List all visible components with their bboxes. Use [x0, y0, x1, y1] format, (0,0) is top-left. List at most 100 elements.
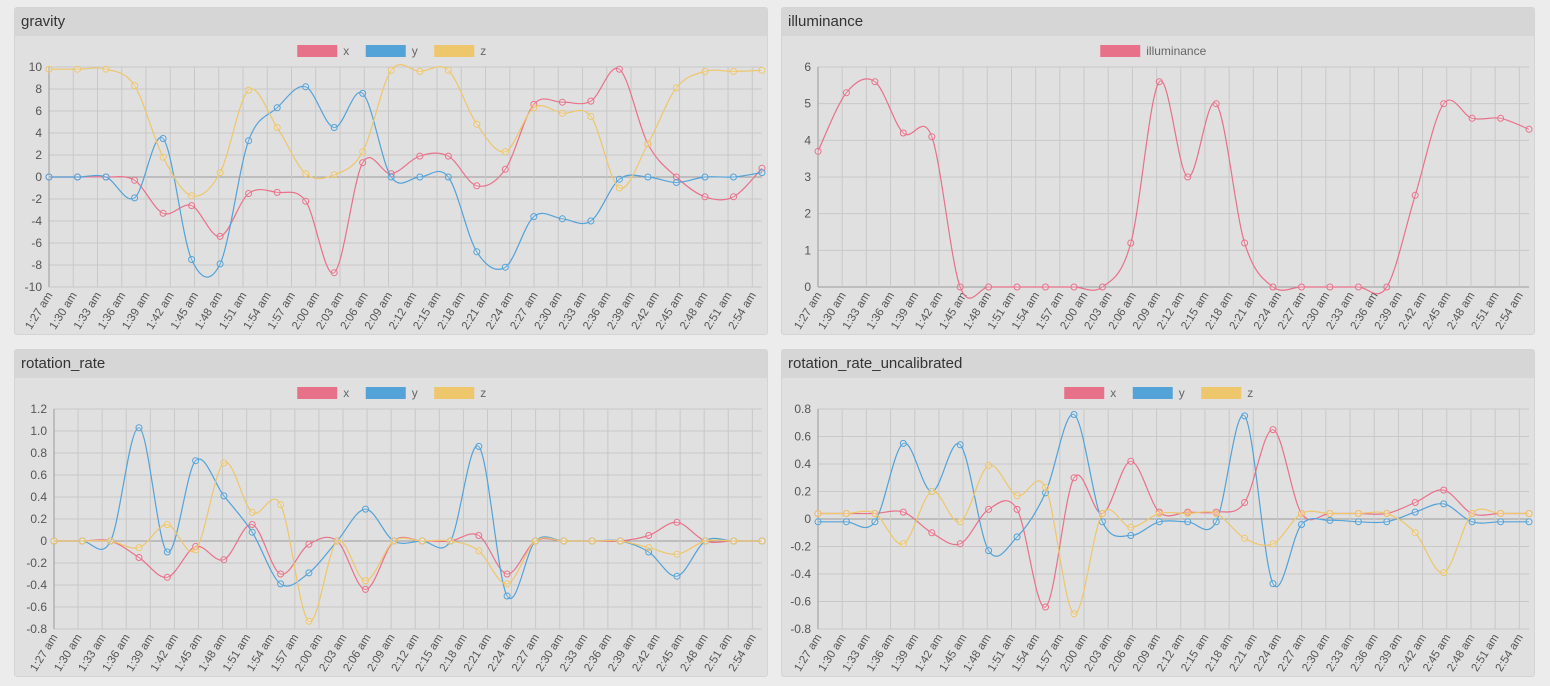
data-point[interactable]	[444, 173, 452, 181]
data-point[interactable]	[475, 442, 483, 450]
data-point[interactable]	[387, 66, 395, 74]
data-point[interactable]	[985, 461, 993, 469]
data-point[interactable]	[1468, 114, 1476, 122]
data-point[interactable]	[871, 510, 879, 517]
data-point[interactable]	[1042, 483, 1049, 491]
data-point[interactable]	[163, 573, 171, 581]
data-point[interactable]	[814, 518, 822, 526]
data-point[interactable]	[102, 65, 110, 73]
legend-item-y[interactable]: y	[365, 44, 418, 58]
data-point[interactable]	[362, 505, 369, 513]
legend-item-x[interactable]: x	[1064, 386, 1116, 400]
data-point[interactable]	[216, 260, 224, 268]
data-point[interactable]	[50, 537, 58, 545]
data-point[interactable]	[956, 540, 964, 548]
data-point[interactable]	[758, 66, 766, 74]
data-point[interactable]	[1241, 412, 1249, 420]
data-point[interactable]	[330, 124, 338, 131]
data-point[interactable]	[74, 65, 81, 73]
data-point[interactable]	[390, 537, 398, 545]
data-point[interactable]	[359, 159, 367, 167]
data-point[interactable]	[587, 217, 595, 225]
data-point[interactable]	[131, 176, 139, 184]
data-point[interactable]	[842, 518, 850, 526]
data-point[interactable]	[188, 192, 196, 200]
data-point[interactable]	[245, 137, 253, 145]
data-point[interactable]	[814, 510, 822, 517]
data-point[interactable]	[305, 540, 313, 548]
data-point[interactable]	[159, 153, 167, 161]
data-point[interactable]	[1241, 534, 1249, 542]
data-point[interactable]	[701, 193, 709, 201]
data-point[interactable]	[531, 537, 539, 545]
data-point[interactable]	[1212, 100, 1220, 108]
data-point[interactable]	[814, 147, 822, 155]
data-point[interactable]	[387, 173, 395, 181]
data-point[interactable]	[985, 283, 993, 291]
data-point[interactable]	[899, 439, 907, 447]
data-point[interactable]	[1269, 540, 1277, 548]
data-point[interactable]	[645, 544, 653, 552]
data-point[interactable]	[1383, 510, 1391, 517]
data-point[interactable]	[1354, 510, 1362, 517]
data-point[interactable]	[159, 135, 167, 142]
data-point[interactable]	[558, 109, 566, 117]
data-point[interactable]	[1468, 518, 1476, 526]
data-point[interactable]	[302, 170, 310, 178]
data-point[interactable]	[1070, 610, 1078, 618]
data-point[interactable]	[672, 84, 680, 92]
data-point[interactable]	[1098, 510, 1106, 517]
data-point[interactable]	[842, 510, 850, 517]
data-point[interactable]	[644, 173, 652, 181]
data-point[interactable]	[501, 165, 509, 173]
data-point[interactable]	[1411, 191, 1419, 199]
data-point[interactable]	[616, 537, 624, 545]
data-point[interactable]	[216, 169, 224, 177]
data-point[interactable]	[558, 215, 566, 223]
data-point[interactable]	[1013, 533, 1021, 541]
data-point[interactable]	[220, 492, 228, 500]
data-point[interactable]	[1042, 603, 1049, 611]
data-point[interactable]	[1127, 457, 1135, 465]
data-point[interactable]	[730, 67, 737, 75]
data-point[interactable]	[1013, 492, 1021, 500]
data-point[interactable]	[416, 152, 424, 160]
data-point[interactable]	[305, 569, 313, 577]
legend-item-z[interactable]: z	[434, 44, 486, 58]
data-point[interactable]	[501, 263, 509, 271]
data-point[interactable]	[359, 148, 367, 156]
data-point[interactable]	[416, 67, 424, 75]
data-point[interactable]	[503, 570, 511, 578]
data-point[interactable]	[899, 129, 907, 137]
data-point[interactable]	[1269, 426, 1277, 434]
data-point[interactable]	[645, 532, 653, 539]
data-point[interactable]	[475, 547, 483, 555]
data-point[interactable]	[273, 188, 281, 196]
legend-item-x[interactable]: x	[297, 44, 349, 58]
data-point[interactable]	[1497, 114, 1505, 122]
data-point[interactable]	[1241, 239, 1249, 247]
data-point[interactable]	[248, 521, 256, 528]
data-point[interactable]	[245, 86, 253, 94]
data-point[interactable]	[899, 540, 907, 548]
data-point[interactable]	[418, 537, 426, 545]
data-point[interactable]	[1411, 499, 1419, 506]
data-point[interactable]	[245, 190, 253, 197]
data-point[interactable]	[248, 508, 256, 516]
data-point[interactable]	[273, 104, 281, 112]
data-point[interactable]	[163, 521, 171, 528]
data-point[interactable]	[74, 173, 81, 181]
data-point[interactable]	[1440, 100, 1448, 108]
data-point[interactable]	[956, 518, 964, 526]
data-point[interactable]	[1042, 283, 1049, 291]
data-point[interactable]	[1070, 474, 1078, 482]
data-point[interactable]	[1354, 518, 1362, 526]
data-point[interactable]	[615, 184, 623, 192]
data-point[interactable]	[615, 175, 623, 183]
data-point[interactable]	[1440, 569, 1448, 577]
data-point[interactable]	[78, 537, 86, 545]
data-point[interactable]	[1354, 283, 1362, 291]
data-point[interactable]	[1440, 486, 1448, 494]
data-point[interactable]	[587, 97, 595, 105]
data-point[interactable]	[1184, 510, 1192, 517]
